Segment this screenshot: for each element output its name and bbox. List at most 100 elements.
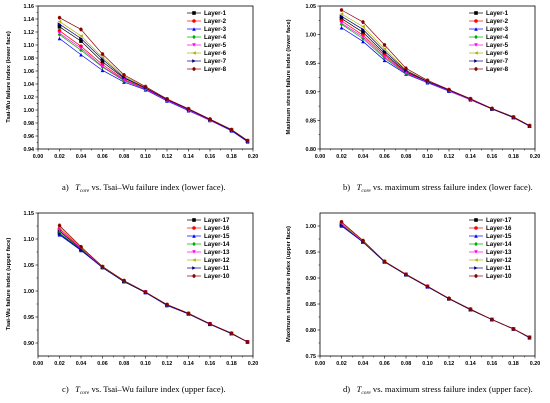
data-point (425, 284, 430, 289)
legend-marker (192, 266, 196, 270)
y-tick-label: 1.05 (24, 263, 35, 269)
legend-entry: Layer-5 (486, 42, 509, 49)
legend-marker (192, 218, 196, 222)
y-axis-label: Tsai-Wu failure index (lower face) (6, 31, 12, 123)
legend-entry: Layer-2 (486, 18, 509, 25)
legend: Layer-1Layer-2Layer-3Layer-4Layer-5Layer… (469, 10, 509, 73)
data-point (382, 259, 387, 264)
legend-entry: Layer-10 (204, 273, 230, 280)
data-point (57, 228, 62, 232)
legend-marker (192, 241, 196, 247)
legend-marker (474, 274, 478, 278)
data-point (339, 8, 344, 12)
data-point (339, 14, 344, 19)
legend-entry: Layer-1 (486, 10, 509, 17)
legend-entry: Layer-14 (204, 241, 230, 248)
y-tick-label: 0.80 (306, 147, 317, 153)
y-axis-label: Maximum stress failure index (lower face… (286, 19, 292, 134)
x-tick-label: 0.02 (336, 154, 347, 160)
data-point (100, 57, 105, 62)
x-tick-label: 0.20 (530, 361, 541, 367)
x-tick-label: 0.10 (422, 154, 433, 160)
x-tick-label: 0.16 (487, 361, 498, 367)
data-point (382, 43, 387, 47)
series-line-layer-11 (59, 233, 248, 343)
x-tick-label: 0.00 (33, 361, 44, 367)
y-tick-label: 0.90 (306, 276, 317, 282)
data-point (100, 68, 105, 73)
data-point (79, 36, 83, 41)
series-line-layer-8 (59, 17, 248, 141)
data-point (57, 19, 62, 24)
data-point (245, 138, 250, 143)
data-point (79, 245, 83, 249)
data-point (57, 22, 62, 26)
data-point (208, 321, 212, 326)
y-tick-label: 1.00 (24, 289, 35, 295)
x-tick-label: 0.10 (422, 361, 433, 367)
data-point (79, 48, 83, 53)
data-point (382, 49, 387, 53)
x-tick-label: 0.12 (444, 361, 455, 367)
legend-marker (474, 266, 478, 270)
data-point (339, 16, 344, 21)
data-point (339, 223, 344, 228)
data-point (404, 272, 408, 277)
x-tick-label: 0.04 (76, 361, 87, 367)
data-point (122, 278, 126, 283)
y-tick-label: 0.94 (24, 147, 35, 153)
data-point (339, 12, 344, 16)
y-tick-label: 1.08 (24, 56, 35, 62)
data-point (79, 34, 83, 38)
legend-marker (192, 234, 196, 238)
x-tick-label: 0.12 (162, 361, 173, 367)
series-line-layer-7 (59, 23, 248, 142)
legend-marker (192, 27, 196, 31)
data-point (361, 27, 365, 32)
legend-marker (192, 43, 196, 47)
series-line-layer-10 (341, 221, 530, 338)
x-tick-label: 0.08 (119, 361, 130, 367)
series-line-layer-8 (341, 9, 530, 126)
y-tick-label: 1.00 (306, 33, 317, 39)
legend-marker (474, 59, 478, 63)
data-point (208, 117, 212, 121)
legend-marker (192, 59, 196, 63)
legend-entry: Layer-12 (486, 257, 512, 264)
legend-entry: Layer-15 (204, 233, 230, 240)
legend: Layer-1Layer-2Layer-3Layer-4Layer-5Layer… (187, 10, 227, 73)
legend-entry: Layer-6 (486, 50, 509, 57)
x-tick-label: 0.02 (336, 361, 347, 367)
y-tick-label: 0.85 (306, 118, 317, 124)
data-point (79, 27, 83, 32)
legend-entry: Layer-12 (204, 257, 230, 264)
data-point (100, 64, 105, 69)
y-axis-label: Tsai-Wu failure index (upper face) (6, 238, 12, 331)
data-point (165, 302, 169, 307)
data-point (404, 66, 408, 71)
x-tick-label: 0.00 (33, 154, 44, 160)
legend-entry: Layer-4 (204, 34, 227, 41)
y-tick-label: 1.06 (24, 69, 35, 75)
series-line-layer-10 (59, 225, 248, 343)
x-tick-label: 0.08 (401, 361, 412, 367)
data-point (245, 340, 250, 344)
data-point (143, 290, 148, 294)
x-tick-label: 0.10 (140, 361, 151, 367)
data-point (186, 311, 191, 316)
data-point (165, 97, 169, 101)
data-point (468, 307, 473, 311)
y-tick-label: 1.05 (306, 4, 317, 10)
legend-entry: Layer-13 (486, 249, 512, 256)
y-tick-label: 1.04 (24, 82, 35, 88)
legend-entry: Layer-3 (486, 26, 509, 33)
data-point (57, 223, 62, 228)
y-tick-label: 1.00 (306, 224, 317, 230)
y-tick-label: 0.95 (306, 250, 317, 256)
y-axis-label: Maximum stress failure index (upper face… (286, 226, 292, 342)
legend-marker (192, 250, 196, 254)
data-point (100, 264, 105, 269)
data-point (339, 220, 344, 224)
y-tick-label: 1.14 (24, 17, 35, 23)
